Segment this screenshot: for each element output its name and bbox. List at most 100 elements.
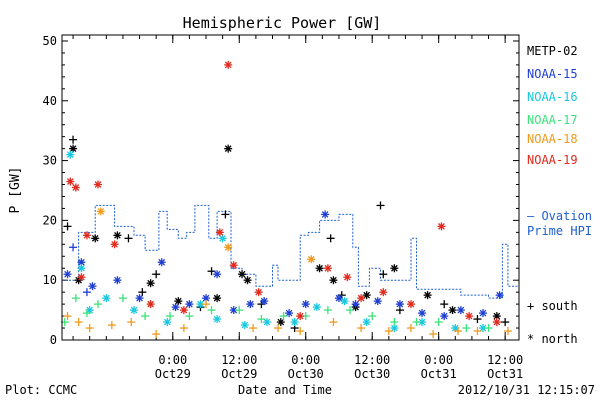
x-tick-time: 12:00 bbox=[221, 353, 257, 367]
point-noaa-15-north bbox=[440, 312, 449, 321]
point-metp-02-north bbox=[91, 234, 100, 243]
point-noaa-17-south bbox=[257, 315, 266, 324]
point-metp-02-north bbox=[243, 276, 252, 285]
x-tick-date: Oct30 bbox=[288, 367, 324, 381]
point-metp-02-north bbox=[448, 306, 457, 315]
point-noaa-15-north bbox=[456, 306, 465, 315]
point-noaa-19-north bbox=[323, 264, 332, 273]
y-tick-label: 30 bbox=[43, 154, 57, 168]
point-noaa-18-south bbox=[63, 312, 72, 321]
point-noaa-15-south bbox=[82, 288, 91, 297]
point-noaa-18-south bbox=[249, 324, 258, 333]
legend-entry-noaa-18: NOAA-18 bbox=[527, 132, 578, 146]
x-tick-time: 0:00 bbox=[158, 353, 187, 367]
point-noaa-16-north bbox=[163, 318, 172, 327]
point-noaa-19-north bbox=[215, 228, 224, 237]
point-noaa-18-south bbox=[406, 324, 415, 333]
point-noaa-18-north bbox=[307, 255, 316, 264]
point-noaa-15-north bbox=[88, 282, 97, 291]
x-tick-time: 12:00 bbox=[354, 353, 390, 367]
plot-credit: Plot: CCMC bbox=[5, 383, 77, 397]
point-noaa-18-south bbox=[473, 327, 482, 336]
point-metp-02-south bbox=[326, 234, 335, 243]
point-noaa-15-north bbox=[478, 309, 487, 318]
point-noaa-18-south bbox=[384, 327, 393, 336]
point-metp-02-south bbox=[221, 210, 230, 219]
legend-ovation-sublabel: Prime HPI bbox=[527, 224, 592, 238]
y-axis-ticks: 0 10 20 30 40 50 bbox=[43, 34, 519, 347]
point-metp-02-south bbox=[376, 201, 385, 210]
point-noaa-19-north bbox=[296, 312, 305, 321]
y-tick-label: 40 bbox=[43, 94, 57, 108]
point-noaa-15-north bbox=[285, 309, 294, 318]
x-tick-time: 12:00 bbox=[487, 353, 523, 367]
point-noaa-18-south bbox=[74, 318, 83, 327]
point-noaa-19-north bbox=[379, 288, 388, 297]
point-noaa-17-south bbox=[323, 306, 332, 315]
point-noaa-18-south bbox=[107, 321, 116, 330]
point-noaa-17-south bbox=[368, 312, 377, 321]
point-noaa-18-south bbox=[127, 318, 136, 327]
point-metp-02-south bbox=[207, 267, 216, 276]
x-tick-date: Oct31 bbox=[487, 367, 523, 381]
point-noaa-19-north bbox=[94, 180, 103, 189]
point-noaa-16-north bbox=[290, 318, 299, 327]
point-noaa-16-north bbox=[418, 318, 427, 327]
point-metp-02-north bbox=[390, 264, 399, 273]
point-noaa-17-south bbox=[94, 300, 103, 309]
legend-entry-metp-02: METP-02 bbox=[527, 44, 578, 58]
point-metp-02-north bbox=[423, 291, 432, 300]
point-metp-02-south bbox=[69, 135, 78, 144]
plot-timestamp: 2012/10/31 12:15:07 bbox=[458, 383, 595, 397]
point-noaa-16-north bbox=[77, 264, 86, 273]
legend-north-symbol: * north bbox=[527, 332, 578, 346]
point-noaa-17-south bbox=[484, 324, 493, 333]
point-metp-02-north bbox=[315, 264, 324, 273]
legend-entry-noaa-15: NOAA-15 bbox=[527, 67, 578, 81]
point-noaa-16-north bbox=[213, 315, 222, 324]
point-noaa-19-north bbox=[229, 261, 238, 270]
point-noaa-15-north bbox=[260, 297, 269, 306]
point-metp-02-south bbox=[152, 270, 161, 279]
legend-south-symbol: + south bbox=[527, 299, 578, 313]
point-noaa-17-south bbox=[71, 294, 80, 303]
point-noaa-16-north bbox=[85, 306, 94, 315]
point-noaa-15-north bbox=[301, 300, 310, 309]
point-noaa-19-north bbox=[224, 60, 233, 69]
y-tick-label: 50 bbox=[43, 34, 57, 48]
point-noaa-16-north bbox=[66, 150, 75, 159]
point-noaa-15-south bbox=[69, 243, 78, 252]
x-tick-time: 0:00 bbox=[291, 353, 320, 367]
point-noaa-18-south bbox=[357, 324, 366, 333]
point-noaa-15-north bbox=[157, 258, 166, 267]
point-noaa-16-north bbox=[102, 294, 111, 303]
point-metp-02-south bbox=[473, 315, 482, 324]
point-metp-02-north bbox=[146, 279, 155, 288]
legend-entry-noaa-16: NOAA-16 bbox=[527, 90, 578, 104]
point-metp-02-north bbox=[362, 291, 371, 300]
point-noaa-16-north bbox=[130, 306, 139, 315]
point-noaa-17-south bbox=[279, 312, 288, 321]
point-noaa-17-south bbox=[82, 309, 91, 318]
point-metp-02-north bbox=[276, 318, 285, 327]
point-noaa-15-north bbox=[135, 294, 144, 303]
point-noaa-18-south bbox=[503, 327, 512, 336]
point-noaa-19-north bbox=[254, 288, 263, 297]
point-noaa-19-north bbox=[437, 222, 446, 231]
point-noaa-19-north bbox=[146, 300, 155, 309]
legend-ovation-label: — Ovation bbox=[527, 209, 592, 223]
point-noaa-17-south bbox=[118, 294, 127, 303]
point-noaa-19-north bbox=[343, 273, 352, 282]
point-metp-02-north bbox=[224, 144, 233, 153]
data-points bbox=[60, 60, 512, 339]
point-noaa-18-south bbox=[429, 330, 438, 339]
point-noaa-15-north bbox=[395, 300, 404, 309]
point-metp-02-north bbox=[174, 297, 183, 306]
point-noaa-17-south bbox=[166, 312, 175, 321]
point-noaa-18-north bbox=[96, 207, 105, 216]
legend-entry-noaa-17: NOAA-17 bbox=[527, 113, 578, 127]
point-noaa-15-north bbox=[213, 270, 222, 279]
x-tick-date: Oct31 bbox=[421, 367, 457, 381]
x-tick-date: Oct29 bbox=[221, 367, 257, 381]
